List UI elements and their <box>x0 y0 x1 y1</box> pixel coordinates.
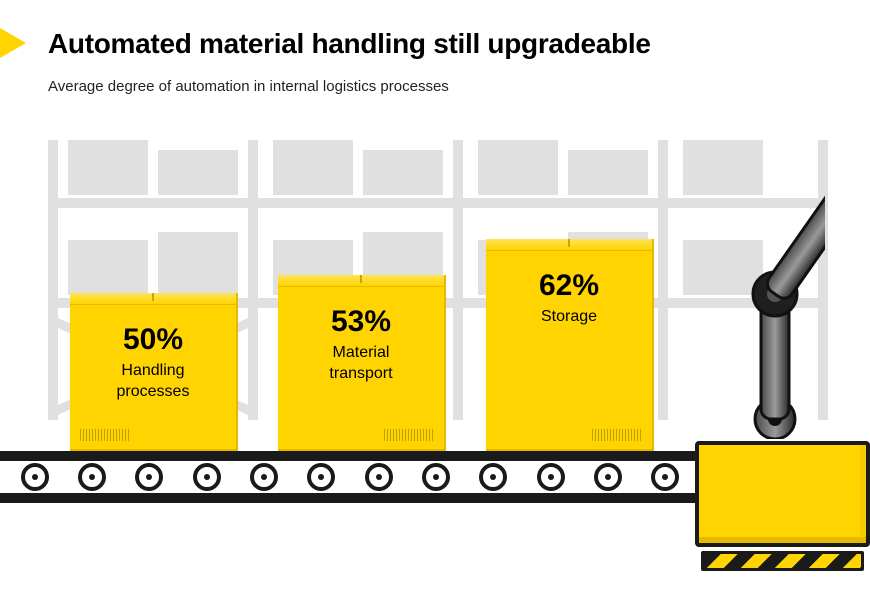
conveyor-roller <box>479 463 507 491</box>
conveyor-roller <box>21 463 49 491</box>
conveyor-rollers <box>0 461 700 503</box>
conveyor-roller <box>78 463 106 491</box>
box-label: Handling processes <box>117 361 190 403</box>
robot-base <box>695 423 870 571</box>
conveyor-belt <box>0 451 700 513</box>
box-label: Storage <box>541 307 597 328</box>
data-box: 50% Handling processes <box>70 293 238 451</box>
page-title: Automated material handling still upgrad… <box>48 28 840 60</box>
conveyor-roller <box>594 463 622 491</box>
data-boxes: 50% Handling processes 53% Material transpo… <box>70 239 654 451</box>
page-subtitle: Average degree of automation in internal… <box>48 78 840 95</box>
conveyor-roller <box>537 463 565 491</box>
conveyor-roller <box>307 463 335 491</box>
box-label: Material transport <box>329 343 392 385</box>
box-percent: 50% <box>123 323 183 357</box>
hazard-stripe-icon <box>701 551 864 571</box>
conveyor-roller <box>135 463 163 491</box>
conveyor-roller <box>651 463 679 491</box>
arrow-icon <box>0 28 36 58</box>
conveyor-roller <box>422 463 450 491</box>
box-percent: 53% <box>331 305 391 339</box>
box-percent: 62% <box>539 269 599 303</box>
header: Automated material handling still upgrad… <box>0 28 840 95</box>
conveyor-roller <box>365 463 393 491</box>
conveyor-roller <box>250 463 278 491</box>
conveyor-roller <box>193 463 221 491</box>
data-box: 62% Storage <box>486 239 654 451</box>
data-box: 53% Material transport <box>278 275 446 451</box>
